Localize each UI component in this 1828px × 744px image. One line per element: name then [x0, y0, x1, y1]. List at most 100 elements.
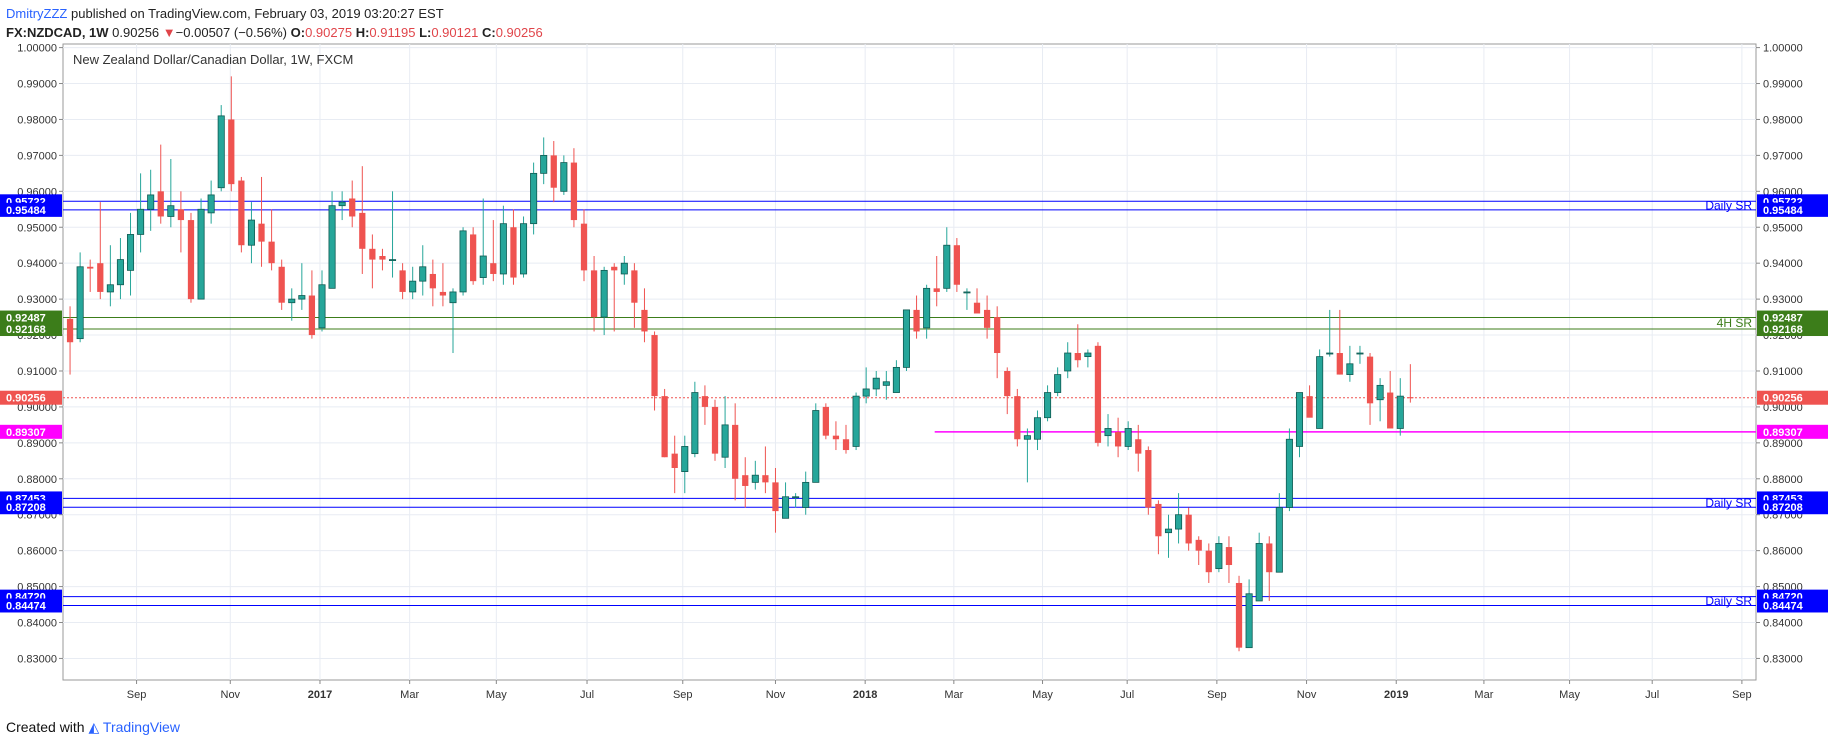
candle-body [1074, 353, 1081, 361]
candle-body [862, 388, 870, 397]
candle [1145, 446, 1152, 515]
candle-body [762, 475, 769, 483]
candle [359, 166, 366, 274]
candle-body [550, 155, 557, 188]
candle-body [1023, 435, 1031, 440]
candle [620, 256, 628, 285]
time-axis[interactable]: Sep Nov 2017 Mar May Jul Sep Nov 2018 Mar May Jul Se… [127, 680, 1752, 701]
candle [76, 252, 84, 343]
candle [852, 392, 860, 451]
candle-body [106, 284, 114, 293]
zone-label: Daily SR [1705, 594, 1752, 608]
candle [671, 435, 678, 494]
candle-body [1084, 352, 1092, 358]
candle [499, 205, 507, 285]
candle [701, 385, 709, 425]
candle-body [459, 230, 467, 293]
price-badge-text: 0.84474 [1763, 600, 1804, 612]
candle [419, 245, 427, 296]
price-badge-bg [0, 500, 62, 515]
candle-body [349, 198, 356, 217]
daily-sr-low-b-left-badge: 0.84474 [0, 598, 62, 613]
candle-body [1396, 395, 1404, 429]
candle [751, 460, 759, 490]
candle [772, 468, 779, 533]
candle-body [1054, 374, 1062, 393]
candle-body [1306, 396, 1313, 418]
tradingview-link[interactable]: TradingView [102, 719, 180, 735]
y-tick-label: 0.88000 [17, 474, 57, 486]
price-badge-bg [0, 310, 62, 325]
h4-sr-a-right-badge: 0.92487 [1757, 310, 1828, 325]
price-badge-text: 0.92487 [6, 313, 46, 325]
candle-body [671, 453, 678, 468]
y-tick-label: 0.98000 [17, 114, 57, 126]
author-link[interactable]: DmitryZZZ [6, 6, 68, 21]
candle [631, 263, 638, 328]
candle [902, 309, 911, 371]
y-tick-label: 0.98000 [1763, 114, 1803, 126]
candle-body [1124, 428, 1132, 447]
candle-body [1004, 370, 1011, 397]
candle [429, 259, 436, 307]
candle [742, 457, 749, 508]
open-value: 0.90275 [305, 25, 353, 40]
candle-body [1336, 353, 1343, 375]
candle-body [691, 392, 699, 455]
candle [328, 191, 336, 289]
left-price-axis[interactable]: 1.000000.990000.980000.970000.960000.950… [17, 43, 63, 666]
y-tick-label: 0.89000 [1763, 438, 1803, 450]
candle-body [742, 475, 749, 486]
candle [1084, 349, 1092, 368]
candle [822, 403, 829, 440]
price-badge-text: 0.92168 [6, 324, 46, 336]
x-tick-label: Mar [400, 689, 419, 701]
daily-sr-mid-b-right-badge: 0.87208 [1757, 500, 1828, 515]
open-label: O: [290, 25, 306, 40]
price-badge-bg [0, 424, 62, 439]
candle-body [600, 269, 608, 318]
price-badge-bg [1757, 500, 1828, 515]
candle [409, 266, 417, 300]
candle-body [1155, 503, 1162, 537]
footer: Created with ◭ TradingView [6, 719, 180, 736]
candle [1225, 536, 1233, 583]
candle [449, 288, 457, 354]
y-tick-label: 0.94000 [1763, 258, 1803, 270]
candle [268, 209, 275, 271]
candle [1285, 428, 1293, 512]
candle-body [258, 223, 265, 242]
candle [611, 263, 618, 332]
candle-body [268, 241, 275, 264]
right-price-axis[interactable]: 1.000000.990000.980000.970000.960000.950… [1756, 43, 1803, 666]
candle [87, 259, 94, 292]
price-badge-bg [1757, 424, 1828, 439]
x-tick-label: May [1032, 689, 1053, 701]
candle-body [560, 162, 568, 192]
candle [1316, 349, 1324, 429]
close-label: C: [481, 25, 496, 40]
x-tick-label: 2017 [308, 689, 332, 701]
candle-body [661, 396, 668, 458]
candle [570, 148, 578, 228]
change-value: −0.00507 (−0.56%) [175, 25, 287, 40]
candle-body [76, 266, 84, 340]
zone-label: Daily SR [1705, 199, 1752, 213]
magenta-level-right-badge: 0.89307 [1757, 424, 1828, 439]
candle [1235, 575, 1243, 652]
candle [812, 403, 820, 483]
x-tick-label: Mar [944, 689, 963, 701]
x-tick-label: May [486, 689, 507, 701]
y-tick-label: 0.99000 [17, 79, 57, 91]
candle [1326, 309, 1334, 357]
candle-body [1164, 528, 1173, 534]
candle [1135, 424, 1142, 472]
candle [530, 162, 538, 235]
candle-body [1245, 593, 1253, 649]
symbol-label: FX:NZDCAD, 1W [6, 25, 109, 40]
candle [338, 191, 346, 221]
candle-body [147, 194, 155, 210]
candle-body [620, 262, 628, 275]
candle [792, 493, 800, 508]
